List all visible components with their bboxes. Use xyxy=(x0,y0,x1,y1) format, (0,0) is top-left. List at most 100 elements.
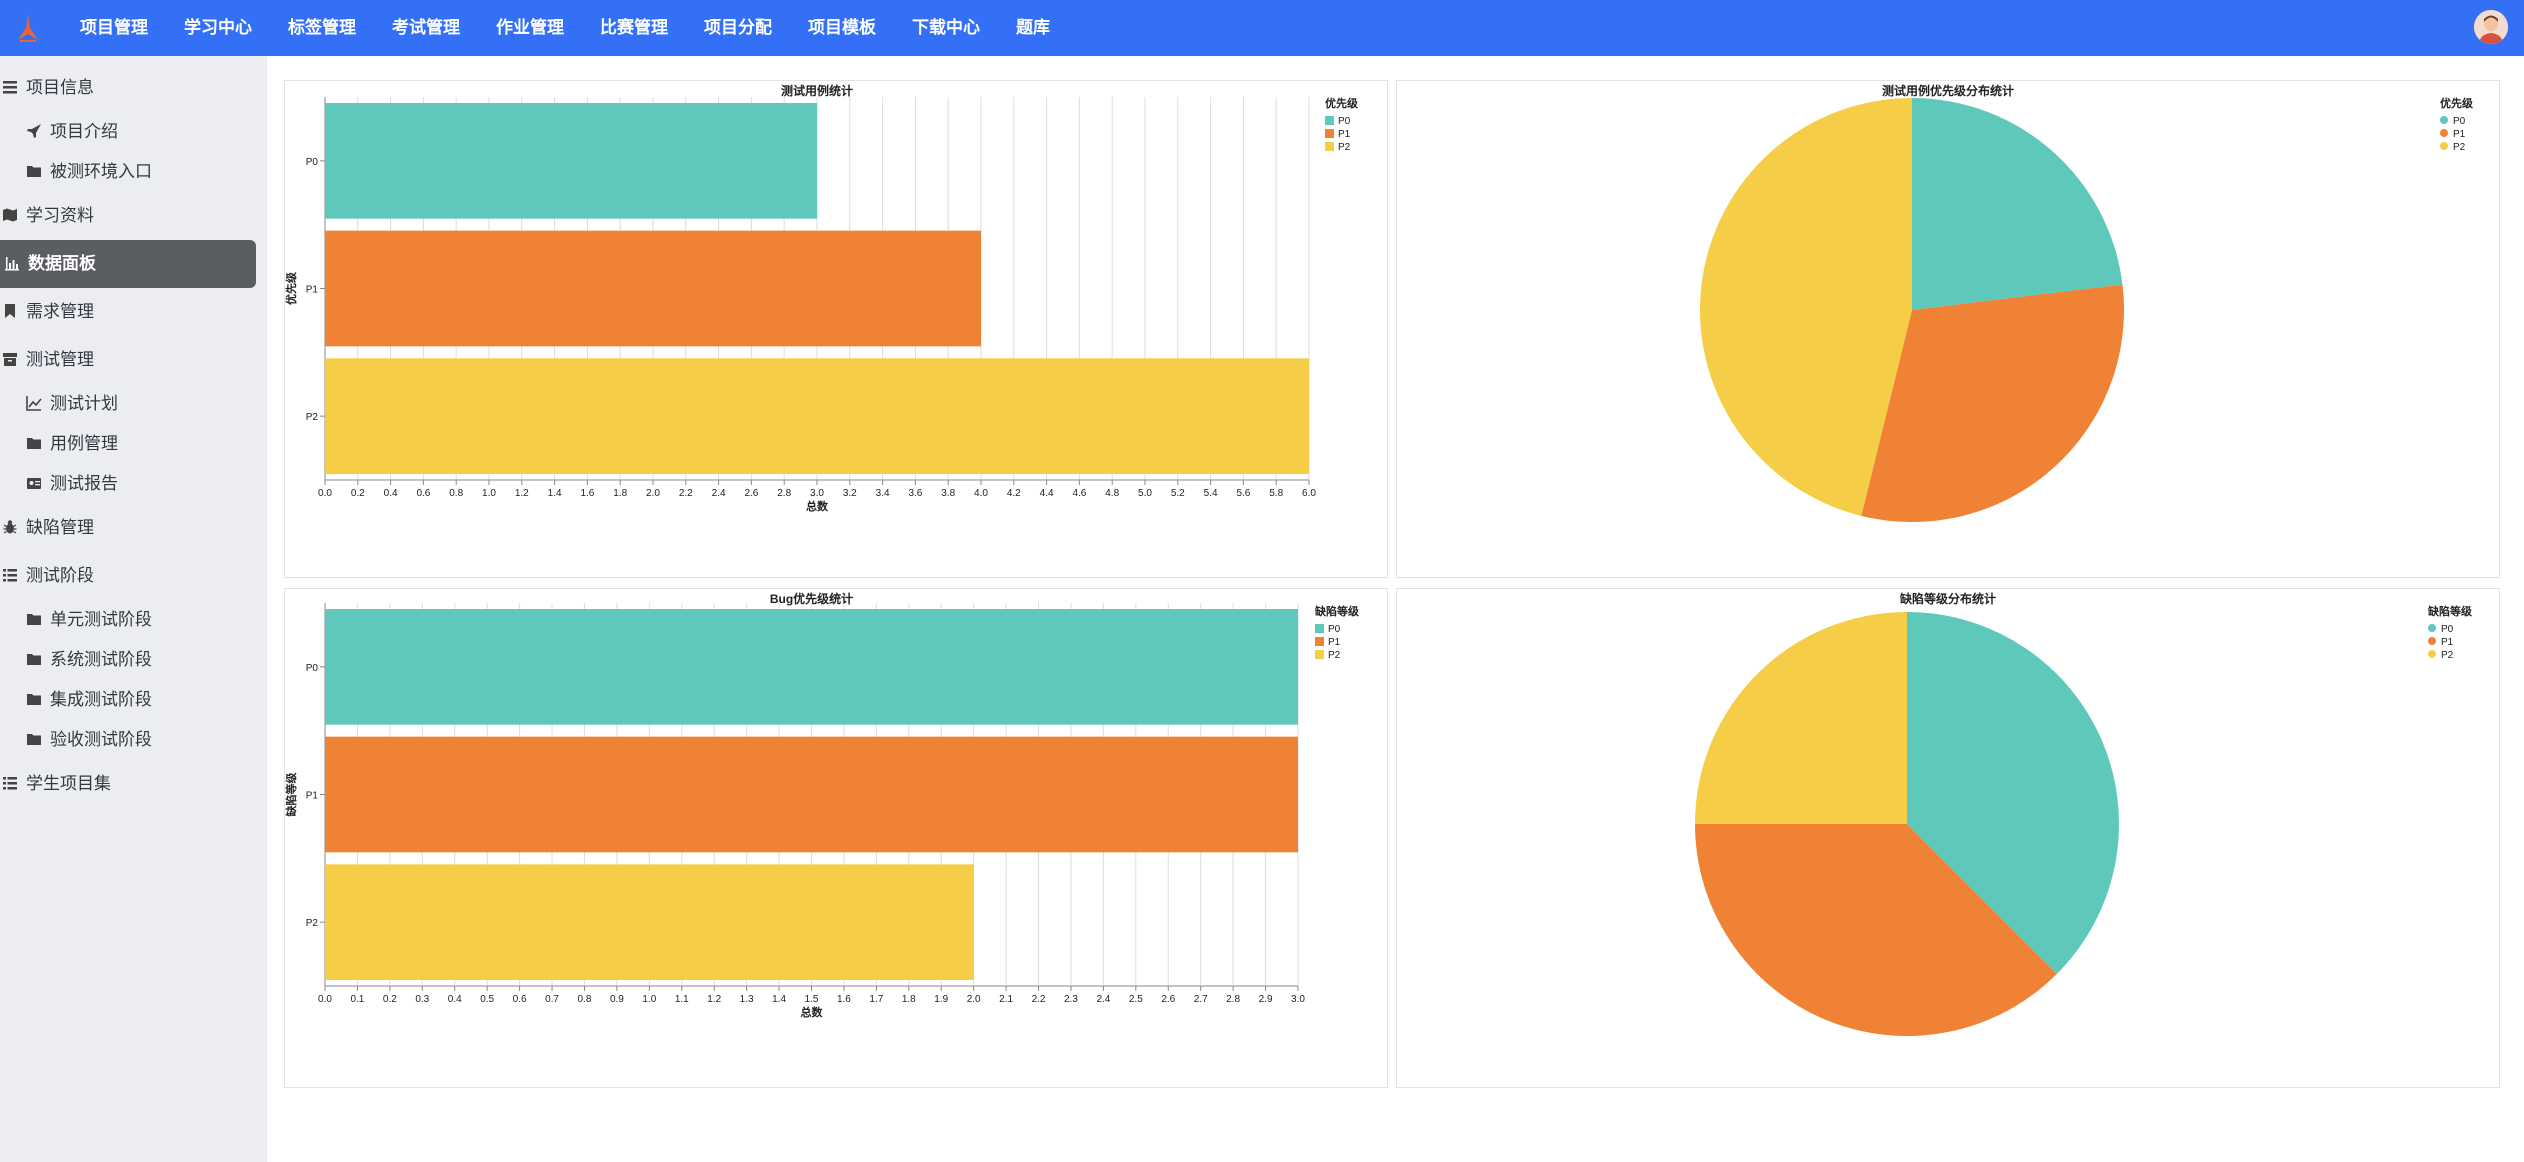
chart-title: Bug优先级统计 xyxy=(770,591,853,606)
legend-label: P2 xyxy=(2453,142,2466,153)
sidebar-item-project-intro[interactable]: 项目介绍 xyxy=(26,112,118,152)
sidebar-item-label: 学习资料 xyxy=(26,206,94,225)
x-tick-label: 2.4 xyxy=(712,488,726,499)
legend-label: P0 xyxy=(1338,116,1351,127)
x-tick-label: 2.9 xyxy=(1259,994,1273,1005)
x-tick-label: 5.8 xyxy=(1269,488,1283,499)
x-tick-label: 0.5 xyxy=(480,994,494,1005)
x-tick-label: 0.0 xyxy=(318,994,332,1005)
nav-project-assignment[interactable]: 项目分配 xyxy=(704,18,772,37)
legend-swatch xyxy=(1315,624,1324,633)
x-tick-label: 2.0 xyxy=(646,488,660,499)
pie-slice-p1 xyxy=(1861,284,2124,522)
folder-icon xyxy=(27,614,41,625)
nav-download-center[interactable]: 下载中心 xyxy=(912,18,980,37)
x-tick-label: 1.5 xyxy=(805,994,819,1005)
x-tick-label: 1.2 xyxy=(515,488,529,499)
x-tick-label: 0.2 xyxy=(351,488,365,499)
nav-homework-management[interactable]: 作业管理 xyxy=(496,18,564,37)
sidebar-item-label: 测试阶段 xyxy=(26,566,94,585)
nav-exam-management[interactable]: 考试管理 xyxy=(392,18,460,37)
x-tick-label: 1.2 xyxy=(707,994,721,1005)
x-tick-label: 6.0 xyxy=(1302,488,1316,499)
sidebar-item-project-info[interactable]: 项目信息 xyxy=(2,68,94,108)
sidebar-item-acceptance-stage[interactable]: 验收测试阶段 xyxy=(26,720,152,760)
nav-question-bank[interactable]: 题库 xyxy=(1016,18,1050,37)
chart-panel-test-case-priority-pie: 测试用例优先级分布统计 优先级 P0 P1 P2 xyxy=(1396,80,2500,578)
sidebar-item-case-management[interactable]: 用例管理 xyxy=(26,424,118,464)
pie-slice-p0 xyxy=(1907,612,2119,974)
bookmark-icon xyxy=(5,304,15,318)
x-axis-label: 总数 xyxy=(806,499,829,513)
bar-chart-icon xyxy=(5,257,19,271)
sidebar-item-student-projects[interactable]: 学生项目集 xyxy=(2,764,111,804)
legend-title: 优先级 xyxy=(1325,96,1359,110)
y-tick-label: P0 xyxy=(306,157,319,168)
sidebar-item-label: 测试管理 xyxy=(26,350,94,369)
x-tick-label: 2.4 xyxy=(1096,994,1110,1005)
sidebar-item-study[interactable]: 学习资料 xyxy=(2,196,94,236)
sidebar-item-test-plan[interactable]: 测试计划 xyxy=(26,384,118,424)
x-tick-label: 0.0 xyxy=(318,488,332,499)
y-tick-label: P1 xyxy=(306,791,319,802)
folder-icon xyxy=(27,734,41,745)
sidebar-item-test-stage[interactable]: 测试阶段 xyxy=(2,556,94,596)
bar-p2 xyxy=(325,864,974,980)
x-tick-label: 5.2 xyxy=(1171,488,1185,499)
x-tick-label: 0.6 xyxy=(416,488,430,499)
legend-swatch xyxy=(1325,116,1334,125)
sidebar-item-dashboard[interactable]: 数据面板 xyxy=(0,240,256,288)
legend-swatch xyxy=(2428,637,2436,645)
chart-panel-defect-level-pie: 缺陷等级分布统计 缺陷等级 P0 P1 P2 xyxy=(1396,588,2500,1088)
legend-swatch xyxy=(2440,142,2448,150)
x-tick-label: 5.4 xyxy=(1204,488,1218,499)
list-ul-icon xyxy=(3,569,17,582)
x-tick-label: 1.0 xyxy=(642,994,656,1005)
x-tick-label: 2.0 xyxy=(967,994,981,1005)
x-tick-label: 0.2 xyxy=(383,994,397,1005)
nav-learning-center[interactable]: 学习中心 xyxy=(184,18,252,37)
folder-icon xyxy=(27,694,41,705)
nav-project-management[interactable]: 项目管理 xyxy=(80,18,148,37)
sidebar: 项目信息 项目介绍 被测环境入口 学习资料 数据面板 需求管理 测试管理 测试计… xyxy=(0,56,267,1162)
legend-swatch xyxy=(1315,637,1324,646)
chart-title: 缺陷等级分布统计 xyxy=(1900,591,1996,606)
sidebar-item-unit-stage[interactable]: 单元测试阶段 xyxy=(26,600,152,640)
legend-swatch xyxy=(1325,142,1334,151)
x-tick-label: 2.5 xyxy=(1129,994,1143,1005)
legend-title: 缺陷等级 xyxy=(1314,604,1360,618)
user-avatar[interactable] xyxy=(2474,10,2508,44)
sidebar-item-integration-stage[interactable]: 集成测试阶段 xyxy=(26,680,152,720)
legend-label: P0 xyxy=(1328,624,1341,635)
nav-project-template[interactable]: 项目模板 xyxy=(808,18,876,37)
folder-icon xyxy=(27,166,41,177)
y-tick-label: P0 xyxy=(306,663,319,674)
bar-chart-test-cases: 测试用例统计 0.0 0.2 0.4 0.6 0.8 1.0 1.2 1.4 1.6 1.8 2.0 2… xyxy=(284,83,1359,513)
list-ul-icon xyxy=(3,777,17,790)
legend-swatch xyxy=(1325,129,1334,138)
sidebar-item-system-stage[interactable]: 系统测试阶段 xyxy=(26,640,152,680)
nav-tag-management[interactable]: 标签管理 xyxy=(288,18,356,37)
avatar-icon xyxy=(2474,10,2508,44)
x-tick-label: 1.3 xyxy=(740,994,754,1005)
nav-competition-management[interactable]: 比赛管理 xyxy=(600,18,668,37)
x-tick-label: 5.0 xyxy=(1138,488,1152,499)
legend-label: P2 xyxy=(1338,142,1351,153)
x-tick-label: 2.8 xyxy=(777,488,791,499)
x-tick-label: 3.2 xyxy=(843,488,857,499)
sidebar-item-label: 测试报告 xyxy=(50,474,118,493)
sidebar-item-test-environment[interactable]: 被测环境入口 xyxy=(26,152,152,192)
logo-icon[interactable] xyxy=(14,12,42,44)
x-tick-label: 1.8 xyxy=(613,488,627,499)
pie-slice-p0 xyxy=(1912,98,2123,310)
sidebar-item-defect-management[interactable]: 缺陷管理 xyxy=(2,508,94,548)
x-tick-label: 1.9 xyxy=(934,994,948,1005)
sidebar-item-requirements[interactable]: 需求管理 xyxy=(2,292,94,332)
sidebar-item-test-report[interactable]: 测试报告 xyxy=(26,464,118,504)
sidebar-item-test-management[interactable]: 测试管理 xyxy=(2,340,94,380)
y-tick-label: P1 xyxy=(306,285,319,296)
x-tick-label: 1.6 xyxy=(580,488,594,499)
sidebar-item-label: 数据面板 xyxy=(28,254,96,273)
legend-title: 缺陷等级 xyxy=(2427,604,2473,618)
sidebar-item-label: 项目信息 xyxy=(26,78,94,97)
